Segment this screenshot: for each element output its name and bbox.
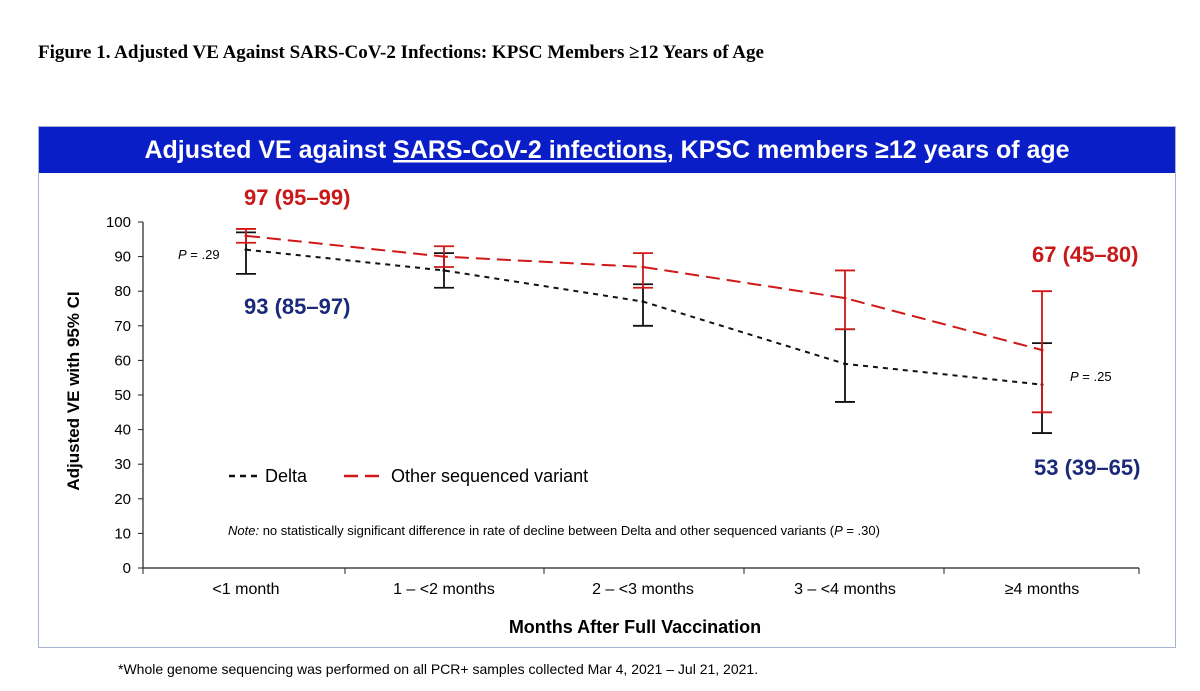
chart-note: Note: no statistically significant diffe… — [228, 523, 880, 538]
title-banner — [39, 127, 1175, 173]
note-label: Note: — [228, 523, 259, 538]
series-line-other — [245, 234, 1043, 351]
x-axis-label: Months After Full Vaccination — [509, 617, 761, 637]
y-tick-label: 50 — [114, 387, 131, 404]
callout-top-left-red: 97 (95–99) — [244, 185, 350, 210]
y-tick-label: 10 — [114, 525, 131, 542]
p-value-left-p: P — [178, 247, 187, 262]
note-text: no statistically significant difference … — [259, 523, 835, 538]
y-tick-label: 100 — [106, 214, 131, 231]
data-point-delta — [442, 268, 446, 272]
note-p: P — [834, 523, 843, 538]
x-tick-label: 3 – <4 months — [794, 581, 896, 598]
chart-panel: Adjusted VE against SARS-CoV-2 infection… — [38, 126, 1176, 648]
y-tick-label: 20 — [114, 491, 131, 508]
callout-right-blue: 53 (39–65) — [1034, 455, 1140, 480]
p-value-right-p: P — [1070, 369, 1079, 384]
chart-title: Adjusted VE against SARS-CoV-2 infection… — [144, 136, 1069, 164]
figure-caption: Figure 1. Adjusted VE Against SARS-CoV-2… — [38, 42, 764, 63]
data-point-delta — [843, 362, 847, 366]
callout-left-blue: 93 (85–97) — [244, 294, 350, 319]
y-tick-label: 70 — [114, 318, 131, 335]
data-point-other — [244, 234, 248, 238]
y-tick-label: 0 — [123, 560, 131, 577]
axes: 0 10 20 30 40 50 60 70 80 90 100 <1 month 1 – <2 mon… — [106, 214, 1140, 598]
legend-label-other: Other sequenced variant — [391, 466, 588, 486]
series-line-delta — [245, 248, 1043, 386]
data-point-other — [641, 265, 645, 269]
legend: Delta Other sequenced variant — [229, 466, 588, 486]
y-tick-label: 60 — [114, 352, 131, 369]
chart-title-underlined: SARS-CoV-2 infections — [393, 136, 667, 164]
p-value-left-value: = .29 — [187, 247, 220, 262]
legend-label-delta: Delta — [265, 466, 308, 486]
x-tick-label: <1 month — [212, 581, 279, 598]
chart: Adjusted VE against SARS-CoV-2 infection… — [39, 127, 1175, 637]
x-tick-label: 1 – <2 months — [393, 581, 495, 598]
y-tick-label: 30 — [114, 456, 131, 473]
p-value-right-value: = .25 — [1079, 369, 1112, 384]
x-tick-label: 2 – <3 months — [592, 581, 694, 598]
data-point-other — [1040, 348, 1044, 352]
callout-right-red: 67 (45–80) — [1032, 242, 1138, 267]
y-tick-label: 90 — [114, 249, 131, 266]
x-tick-label: ≥4 months — [1005, 581, 1080, 598]
data-point-delta — [244, 248, 248, 252]
footnote: *Whole genome sequencing was performed o… — [118, 661, 759, 677]
chart-title-suffix: , KPSC members ≥12 years of age — [667, 136, 1070, 164]
y-tick-label: 80 — [114, 283, 131, 300]
data-point-other — [843, 296, 847, 300]
p-value-right: P = .25 — [1070, 369, 1112, 384]
y-tick-label: 40 — [114, 422, 131, 439]
series-layer — [236, 228, 1052, 434]
y-axis-label: Adjusted VE with 95% CI — [64, 291, 83, 490]
chart-title-prefix: Adjusted VE against — [144, 136, 393, 164]
data-point-delta — [641, 300, 645, 304]
note-tail: = .30) — [843, 523, 880, 538]
p-value-left: P = .29 — [178, 247, 220, 262]
data-point-other — [442, 255, 446, 259]
